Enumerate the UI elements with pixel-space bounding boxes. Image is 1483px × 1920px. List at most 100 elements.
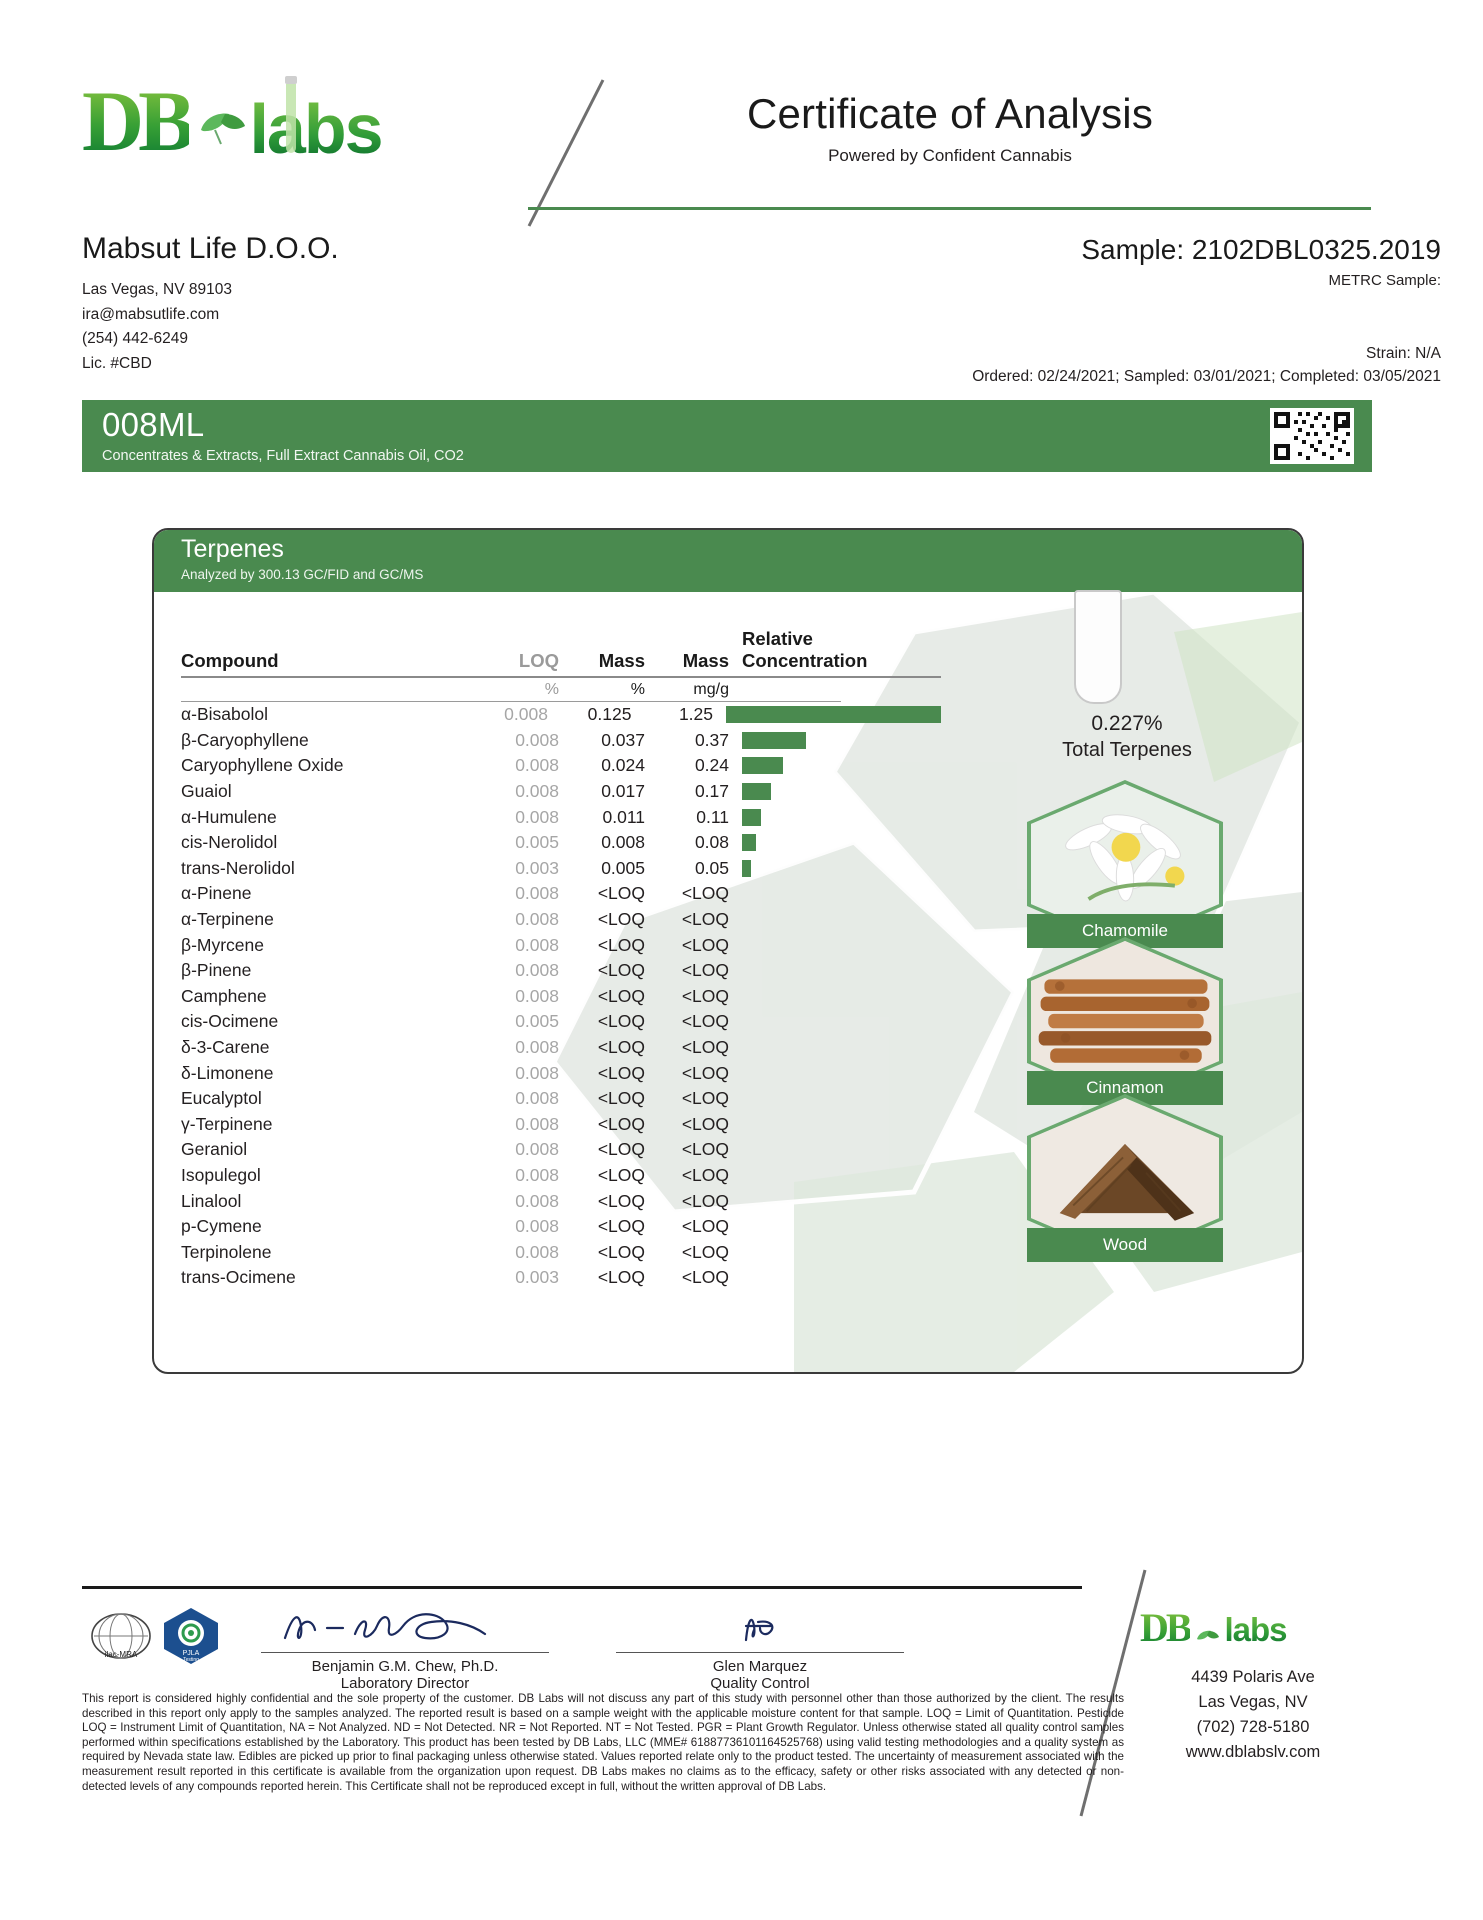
terpenes-card: Terpenes Analyzed by 300.13 GC/FID and G… — [152, 528, 1304, 1374]
cell-mass-percent: 0.005 — [601, 857, 645, 878]
cell-mass-mgg: <LOQ — [681, 1190, 729, 1211]
page-subtitle: Powered by Confident Cannabis — [828, 146, 1072, 165]
cell-relative-bar — [729, 932, 941, 958]
table-row: δ-Limonene 0.008 <LOQ <LOQ — [181, 1060, 941, 1086]
cell-compound: p-Cymene — [181, 1216, 262, 1237]
cell-mass-percent: 0.008 — [601, 832, 645, 853]
client-phone: (254) 442-6249 — [82, 330, 188, 347]
col-relative-concentration: Relative Concentration — [742, 628, 868, 671]
cell-mass-mgg: <LOQ — [681, 1037, 729, 1058]
lab-website[interactable]: www.dblabslv.com — [1185, 1743, 1321, 1761]
qr-code-icon[interactable] — [1270, 408, 1354, 464]
table-row: β-Myrcene 0.008 <LOQ <LOQ — [181, 932, 941, 958]
signatory-name-director: Benjamin G.M. Chew, Ph.D. — [311, 1658, 499, 1675]
table-header-row: Compound LOQ Mass Mass Relative Concentr… — [181, 628, 941, 678]
cell-relative-bar — [729, 907, 941, 933]
cell-mass-percent: <LOQ — [597, 960, 645, 981]
cell-compound: Camphene — [181, 985, 267, 1006]
sample-banner: 008ML Concentrates & Extracts, Full Extr… — [82, 400, 1372, 472]
cell-mass-mgg: 0.11 — [696, 806, 729, 827]
table-row: cis-Nerolidol 0.005 0.008 0.08 — [181, 830, 941, 856]
page-title: Certificate of Analysis — [746, 90, 1154, 137]
cell-mass-percent: <LOQ — [597, 1011, 645, 1032]
table-row: Camphene 0.008 <LOQ <LOQ — [181, 984, 941, 1010]
cell-compound: δ-Limonene — [181, 1062, 274, 1083]
cell-mass-percent: <LOQ — [597, 883, 645, 904]
cell-loq: 0.005 — [515, 1011, 559, 1032]
col-mass-mgg: Mass — [682, 650, 729, 671]
concentration-bar — [742, 808, 761, 826]
signature-block-qc: Glen Marquez Quality Control — [610, 1600, 910, 1692]
signatory-role-qc: Quality Control — [710, 1675, 810, 1692]
db-labs-logo: DB labs — [82, 76, 437, 168]
cell-relative-bar — [729, 1137, 941, 1163]
cell-mass-mgg: <LOQ — [681, 883, 729, 904]
cell-mass-mgg: <LOQ — [681, 934, 729, 955]
client-name: Mabsut Life D.O.O. — [82, 232, 339, 265]
footer-leaf-icon — [1197, 1630, 1220, 1640]
cell-compound: trans-Ocimene — [181, 1267, 296, 1288]
table-row: Linalool 0.008 <LOQ <LOQ — [181, 1188, 941, 1214]
cell-relative-bar — [729, 856, 941, 882]
concentration-bar — [742, 783, 772, 801]
cell-loq: 0.008 — [515, 755, 559, 776]
signatory-role-director: Laboratory Director — [340, 1675, 470, 1692]
ilac-mra-seal-icon: ilac-MRA — [91, 1613, 151, 1659]
cell-compound: Isopulegol — [181, 1164, 261, 1185]
cell-loq: 0.008 — [515, 1190, 559, 1211]
table-row: Isopulegol 0.008 <LOQ <LOQ — [181, 1163, 941, 1189]
order-dates: Ordered: 02/24/2021; Sampled: 03/01/2021… — [972, 368, 1441, 385]
units-relative — [729, 681, 941, 699]
cell-mass-mgg: <LOQ — [681, 1139, 729, 1160]
header-rule — [528, 207, 1371, 210]
table-units-row: % % mg/g — [181, 678, 941, 699]
cell-mass-percent: 0.037 — [601, 729, 645, 750]
cell-mass-percent: <LOQ — [597, 1241, 645, 1262]
header-divider-slash — [527, 79, 605, 227]
test-tube-icon — [285, 76, 297, 153]
cell-loq: 0.008 — [515, 1216, 559, 1237]
units-mass-mgg: mg/g — [693, 681, 729, 698]
cell-compound: Guaiol — [181, 781, 232, 802]
cell-compound: cis-Ocimene — [181, 1011, 279, 1032]
concentration-bar — [742, 834, 756, 852]
cell-relative-bar — [729, 1163, 941, 1189]
cell-compound: trans-Nerolidol — [181, 857, 295, 878]
col-loq: LOQ — [518, 650, 559, 671]
footer-rule — [82, 1586, 1082, 1589]
signature-line-director — [261, 1652, 549, 1653]
cell-mass-mgg: 0.05 — [694, 857, 729, 878]
table-row: α-Pinene 0.008 <LOQ <LOQ — [181, 881, 941, 907]
cell-compound: α-Terpinene — [181, 909, 274, 930]
cell-mass-mgg: <LOQ — [681, 1062, 729, 1083]
flavor-hex-chamomile: Chamomile — [1027, 780, 1223, 948]
concentration-bar — [742, 757, 784, 775]
units-mass-percent: % — [630, 681, 645, 698]
table-row: p-Cymene 0.008 <LOQ <LOQ — [181, 1214, 941, 1240]
cell-compound: Linalool — [181, 1190, 242, 1211]
sample-type: Concentrates & Extracts, Full Extract Ca… — [102, 448, 464, 464]
cell-loq: 0.008 — [515, 1088, 559, 1109]
client-address: Las Vegas, NV 89103 — [82, 281, 232, 298]
table-row: trans-Nerolidol 0.003 0.005 0.05 — [181, 856, 941, 882]
cell-compound: Geraniol — [181, 1139, 248, 1160]
cell-mass-mgg: <LOQ — [681, 1267, 729, 1288]
concentration-bar — [726, 706, 941, 724]
cell-mass-percent: <LOQ — [597, 1190, 645, 1211]
table-body: α-Bisabolol 0.008 0.125 1.25 β-Caryophyllene… — [181, 702, 941, 1291]
lab-address-city: Las Vegas, NV — [1198, 1693, 1308, 1711]
table-row: α-Bisabolol 0.008 0.125 1.25 — [181, 702, 941, 728]
table-row: Terpinolene 0.008 <LOQ <LOQ — [181, 1239, 941, 1265]
cell-mass-mgg: <LOQ — [681, 1216, 729, 1237]
units-spacer — [181, 681, 471, 699]
client-license: Lic. #CBD — [82, 354, 152, 372]
table-row: α-Terpinene 0.008 <LOQ <LOQ — [181, 907, 941, 933]
cell-relative-bar — [729, 881, 941, 907]
cell-mass-percent: <LOQ — [597, 1139, 645, 1160]
col-compound: Compound — [181, 650, 279, 671]
client-email: ira@mabsutlife.com — [82, 305, 220, 323]
cell-relative-bar — [729, 1265, 941, 1291]
cell-relative-bar — [729, 830, 941, 856]
svg-text:PJLA: PJLA — [183, 1650, 200, 1657]
